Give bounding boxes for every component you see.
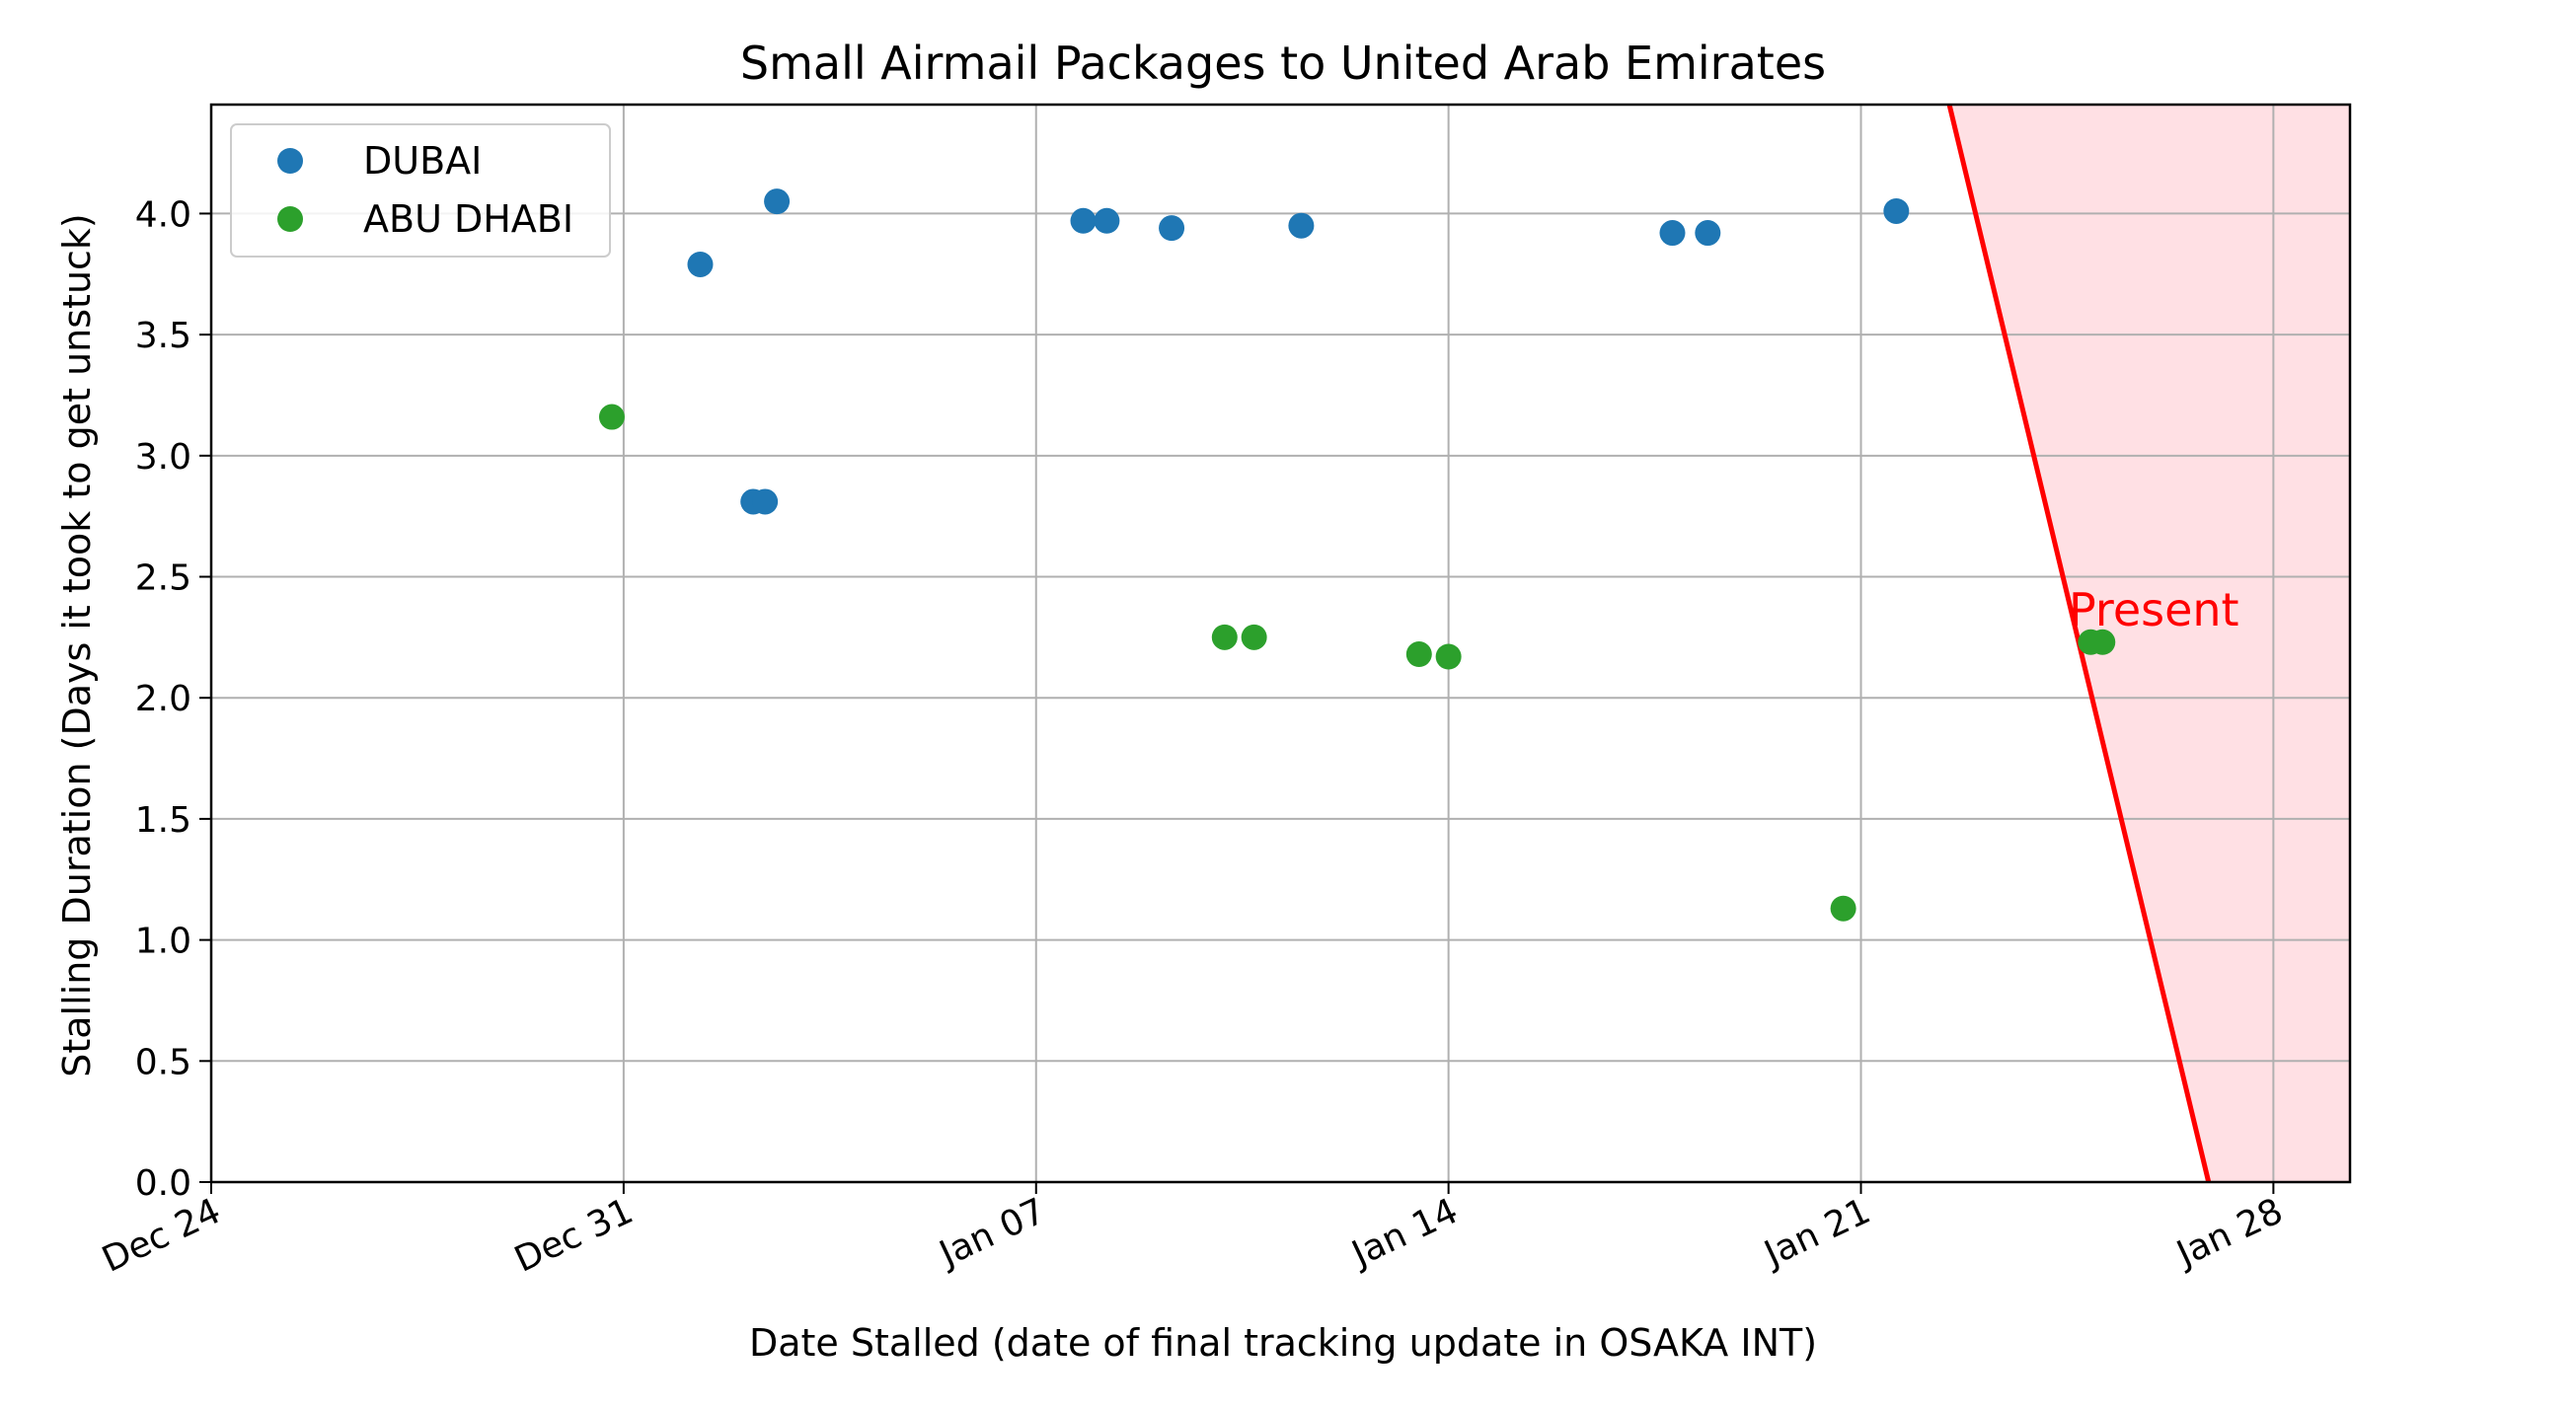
y-tick-label: 4.0: [135, 194, 191, 235]
dubai-point: [1695, 220, 1721, 247]
x-axis-label: Date Stalled (date of final tracking upd…: [749, 1321, 1817, 1365]
present-shaded-region: [1949, 105, 2350, 1182]
y-tick-label: 3.0: [135, 437, 191, 478]
legend-marker-dubai: [277, 148, 303, 174]
legend-marker-abu-dhabi: [277, 206, 303, 232]
abu-dhabi-point: [1830, 895, 1856, 922]
present-annotation: Present: [2069, 583, 2239, 636]
y-tick-label: 0.0: [135, 1163, 191, 1204]
dubai-point: [687, 251, 714, 277]
legend: DUBAI ABU DHABI: [230, 123, 611, 258]
chart-title: Small Airmail Packages to United Arab Em…: [740, 37, 1826, 90]
x-tick-label: Jan 07: [932, 1191, 1051, 1276]
legend-box: [230, 123, 611, 258]
y-tick-label: 1.0: [135, 922, 191, 962]
dubai-point: [1288, 212, 1315, 239]
y-tick-label: 1.5: [135, 800, 191, 841]
dubai-point: [752, 488, 779, 515]
abu-dhabi-point: [1241, 624, 1267, 650]
x-tick-label: Jan 28: [2169, 1191, 2289, 1276]
y-tick-label: 3.5: [135, 316, 191, 356]
dubai-point: [1070, 207, 1097, 234]
dubai-point: [1883, 197, 1910, 224]
x-tick-label: Dec 24: [96, 1191, 226, 1281]
abu-dhabi-point: [1211, 624, 1238, 650]
abu-dhabi-point: [598, 404, 625, 430]
y-tick-label: 2.5: [135, 558, 191, 599]
x-tick-label: Jan 14: [1344, 1191, 1464, 1276]
y-tick-label: 0.5: [135, 1042, 191, 1082]
dubai-point: [764, 188, 791, 215]
x-tick-label: Dec 31: [508, 1191, 639, 1281]
legend-label-abu-dhabi: ABU DHABI: [363, 197, 573, 241]
abu-dhabi-point: [2089, 629, 2116, 655]
abu-dhabi-point: [1435, 643, 1462, 670]
y-tick-label: 2.0: [135, 679, 191, 719]
dubai-point: [1659, 220, 1686, 247]
legend-label-dubai: DUBAI: [363, 139, 482, 183]
x-tick-label: Jan 21: [1757, 1191, 1876, 1276]
dubai-point: [1094, 207, 1120, 234]
plot-frame: [209, 103, 2352, 1184]
dubai-point: [1159, 215, 1185, 242]
y-axis-label: Stalling Duration (Days it took to get u…: [55, 213, 99, 1077]
abu-dhabi-point: [1405, 641, 1432, 668]
